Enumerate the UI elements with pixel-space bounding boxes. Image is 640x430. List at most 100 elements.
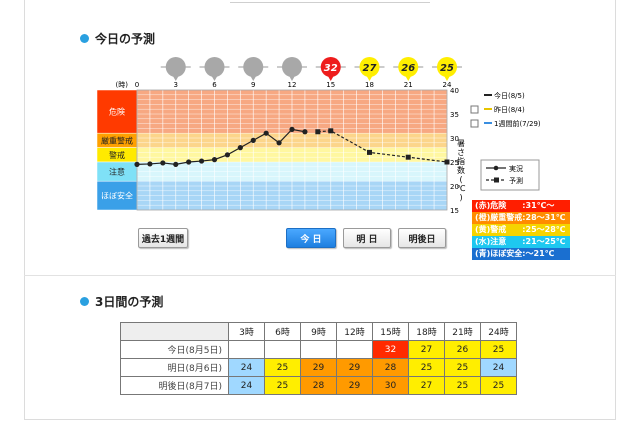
table-cell: 28 [372, 358, 409, 377]
y-axis-label-char: 暑 [457, 139, 465, 148]
band-label-2: 警戒 [109, 150, 125, 160]
band-label-0: 危険 [109, 107, 125, 117]
level-key: (赤)危険 :31℃～ (橙)厳重警戒:28～31℃ (黄)警戒 :25～28℃ (水… [472, 200, 570, 260]
legend-type-marker [493, 165, 499, 171]
legend-checkbox [470, 105, 479, 114]
table-cell [228, 340, 265, 359]
forecast-point [367, 149, 372, 155]
table-row-label: 明後日(8月7日) [120, 376, 229, 395]
bullet-icon [80, 297, 89, 306]
actual-point [302, 129, 308, 135]
table-cell: 24 [228, 376, 265, 395]
table-cell: 29 [336, 376, 373, 395]
forecast-badge [243, 57, 264, 77]
hour-tick-label: 24 [443, 81, 452, 89]
actual-point [186, 159, 192, 165]
legend-type-label: 実況 [509, 164, 523, 173]
table-row-label: 明日(8月6日) [120, 358, 229, 377]
forecast-badge [204, 57, 225, 77]
y-axis-label-char: ( [459, 175, 462, 184]
band-label-3: 注意 [109, 167, 125, 177]
table-row: 明日(8月6日) 24 25 29 29 28 25 25 24 [120, 358, 517, 377]
table-cell [336, 340, 373, 359]
three-day-forecast-title: 3日間の予測 [80, 293, 163, 310]
table-header-cell: 21時 [444, 322, 481, 341]
table-row-label: 今日(8月5日) [120, 340, 229, 359]
table-cell: 25 [444, 376, 481, 395]
hour-unit-label: (時) [116, 81, 129, 89]
y-axis-label-char: ℃ [457, 184, 466, 193]
table-row: 明後日(8月7日) 24 25 28 29 30 27 25 25 [120, 376, 517, 395]
y-axis-label-char: 指 [457, 156, 465, 166]
forecast-badge-value: 27 [363, 63, 377, 74]
table-cell: 27 [408, 376, 445, 395]
past-week-button[interactable]: 過去1週間 [138, 228, 188, 248]
day-after-button[interactable]: 明後日 [398, 228, 446, 248]
table-cell [264, 340, 301, 359]
band-label-1: 厳重警戒 [101, 135, 133, 145]
table-cell: 25 [408, 358, 445, 377]
actual-point [211, 157, 218, 163]
forecast-badge-value: 25 [440, 63, 454, 74]
level-key-item: (水)注意 :21～25℃ [472, 236, 570, 248]
forecast-badge [165, 57, 186, 77]
y-tick-label: 35 [450, 111, 459, 119]
actual-point [250, 137, 256, 143]
level-key-item: (黄)警戒 :25～28℃ [472, 224, 570, 236]
actual-point [160, 160, 166, 166]
table-cell: 26 [444, 340, 481, 359]
section-divider [24, 275, 616, 276]
content-frame [24, 0, 616, 420]
hour-tick-label: 0 [135, 81, 139, 89]
actual-point [289, 126, 295, 132]
legend-line-label: 今日(8/5) [494, 91, 525, 100]
hour-tick-label: 12 [288, 81, 297, 89]
table-header-cell: 24時 [480, 322, 517, 341]
actual-point [263, 130, 269, 136]
hour-tick-label: 18 [365, 81, 374, 89]
legend-line-label: 昨日(8/4) [494, 105, 525, 114]
tomorrow-button[interactable]: 明 日 [343, 228, 391, 248]
forecast-badge [282, 57, 302, 77]
table-header-cell: 9時 [300, 322, 337, 341]
table-header-cell: 15時 [372, 322, 409, 341]
y-tick-label: 25 [450, 159, 459, 167]
legend-type-box [480, 159, 540, 191]
table-cell: 25 [264, 376, 301, 395]
table-corner [120, 322, 229, 341]
y-axis-label-char: さ [457, 148, 465, 157]
forecast-badge [359, 57, 380, 77]
forecast-badge [398, 57, 419, 77]
table-cell: 25 [444, 358, 481, 377]
top-divider [230, 0, 430, 3]
forecast-badge-value: 32 [324, 63, 338, 74]
table-cell: 32 [372, 340, 409, 359]
table-header-cell: 6時 [264, 322, 301, 341]
table-header-cell: 18時 [408, 322, 445, 341]
forecast-badge-value: 26 [401, 63, 415, 74]
table-cell: 24 [228, 358, 265, 377]
hour-tick-label: 9 [251, 81, 255, 89]
y-axis-label-char: 数 [457, 165, 465, 175]
hour-tick-label: 3 [174, 81, 178, 89]
legend-type-label: 予測 [509, 176, 523, 185]
hour-tick-label: 6 [212, 81, 217, 89]
y-axis-label-char: ) [459, 193, 462, 202]
legend-checkbox [470, 119, 479, 128]
legend-type-marker [494, 177, 499, 183]
band-label-bg-4 [96, 180, 138, 211]
table-cell: 25 [480, 340, 517, 359]
actual-point [276, 140, 282, 146]
hour-tick-label: 21 [404, 81, 413, 89]
today-forecast-title: 今日の予測 [80, 30, 155, 47]
table-cell: 29 [336, 358, 373, 377]
forecast-point [315, 129, 321, 135]
plot-frame [136, 89, 448, 211]
y-tick-label: 20 [450, 183, 459, 191]
actual-point [198, 158, 205, 164]
today-button[interactable]: 今 日 [286, 228, 336, 248]
forecast-point [444, 159, 450, 165]
y-tick-label: 40 [450, 87, 459, 95]
forecast-badge [320, 57, 341, 77]
forecast-point [328, 128, 334, 134]
